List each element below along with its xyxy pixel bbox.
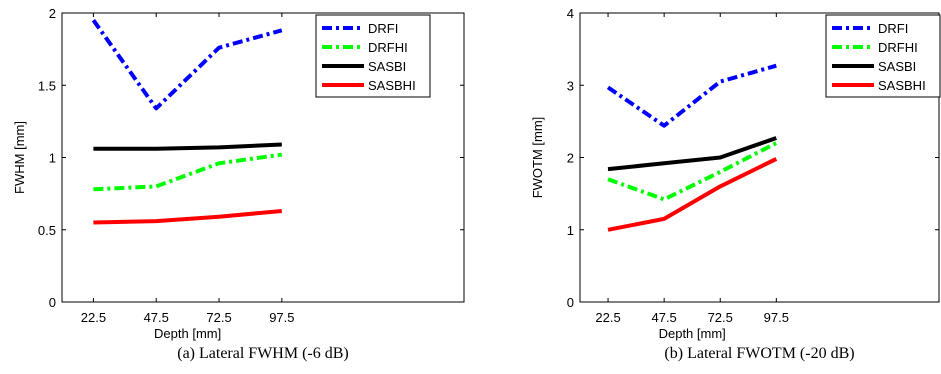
chart-panel-2: 22.5 47.5 72.5 97.5 0 1 2 3 4 Depth [mm] FWOTM [mm… [530, 6, 941, 362]
x-axis-label: Depth [mm] [154, 326, 221, 341]
x-tick-label: 47.5 [651, 310, 676, 325]
legend-entry-sasbhi: SASBHI [878, 78, 926, 93]
y-tick-label: 0 [567, 295, 574, 310]
series-line-drfhi [93, 152, 283, 192]
legend-entry-sasbi: SASBI [368, 59, 406, 74]
legend-entry-drfhi: DRFHI [878, 40, 918, 55]
x-tick-label: 22.5 [595, 310, 620, 325]
series-line-sasbhi [93, 209, 282, 225]
y-tick-label: 2 [567, 151, 574, 166]
x-tick-label: 97.5 [269, 310, 294, 325]
series-line-drfi [606, 63, 777, 128]
y-tick-label: 2 [49, 6, 56, 21]
chart-panel-1: 22.5 47.5 72.5 97.5 0 0.5 1 1.5 2 Depth [mm] FWHM … [12, 6, 465, 362]
x-axis-label: Depth [mm] [659, 326, 726, 341]
series-line-sasbhi [607, 157, 778, 232]
y-tick-label: 1 [567, 223, 574, 238]
legend-entry-drfi: DRFI [878, 21, 908, 36]
x-tick-label: 22.5 [81, 310, 106, 325]
y-tick-label: 1 [49, 151, 56, 166]
y-tick-label: 0.5 [38, 223, 56, 238]
x-tick-label: 47.5 [144, 310, 169, 325]
x-tick-label: 72.5 [708, 310, 733, 325]
legend-entry-drfi: DRFI [368, 21, 398, 36]
y-tick-label: 0 [49, 295, 56, 310]
y-axis-label: FWOTM [mm] [530, 117, 545, 199]
series-line-sasbi [93, 142, 282, 151]
series-line-drfi [91, 19, 283, 111]
legend-entry-sasbhi: SASBHI [368, 78, 416, 93]
x-tick-label: 72.5 [206, 310, 231, 325]
x-tick-label: 97.5 [764, 310, 789, 325]
legend-entry-drfhi: DRFHI [368, 40, 408, 55]
series-line-sasbi [607, 136, 777, 172]
figure-caption: (b) Lateral FWOTM (-20 dB) [664, 345, 854, 362]
figure-caption: (a) Lateral FWHM (-6 dB) [177, 345, 349, 362]
legend-entry-sasbi: SASBI [878, 59, 916, 74]
y-axis-label: FWHM [mm] [12, 121, 27, 194]
y-tick-label: 1.5 [38, 78, 56, 93]
y-tick-label: 4 [567, 6, 574, 21]
series-line-drfhi [607, 141, 778, 202]
y-tick-label: 3 [567, 78, 574, 93]
